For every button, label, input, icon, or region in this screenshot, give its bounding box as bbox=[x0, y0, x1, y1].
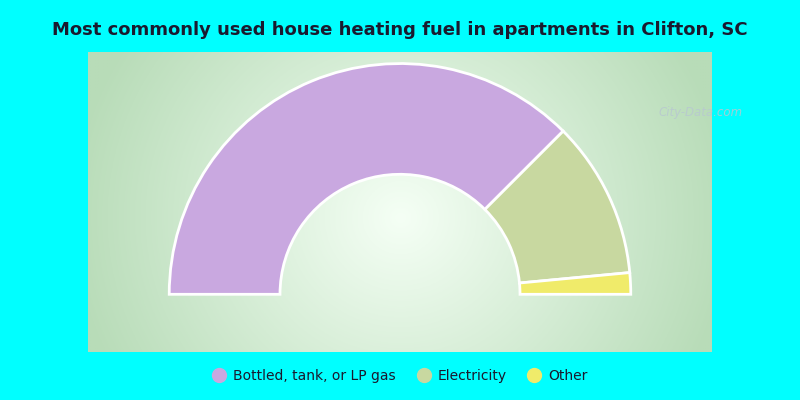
Text: Most commonly used house heating fuel in apartments in Clifton, SC: Most commonly used house heating fuel in… bbox=[52, 21, 748, 39]
Wedge shape bbox=[519, 272, 630, 294]
Text: City-Data.com: City-Data.com bbox=[658, 106, 742, 119]
Wedge shape bbox=[485, 131, 630, 283]
Wedge shape bbox=[170, 64, 563, 294]
Legend: Bottled, tank, or LP gas, Electricity, Other: Bottled, tank, or LP gas, Electricity, O… bbox=[206, 363, 594, 389]
